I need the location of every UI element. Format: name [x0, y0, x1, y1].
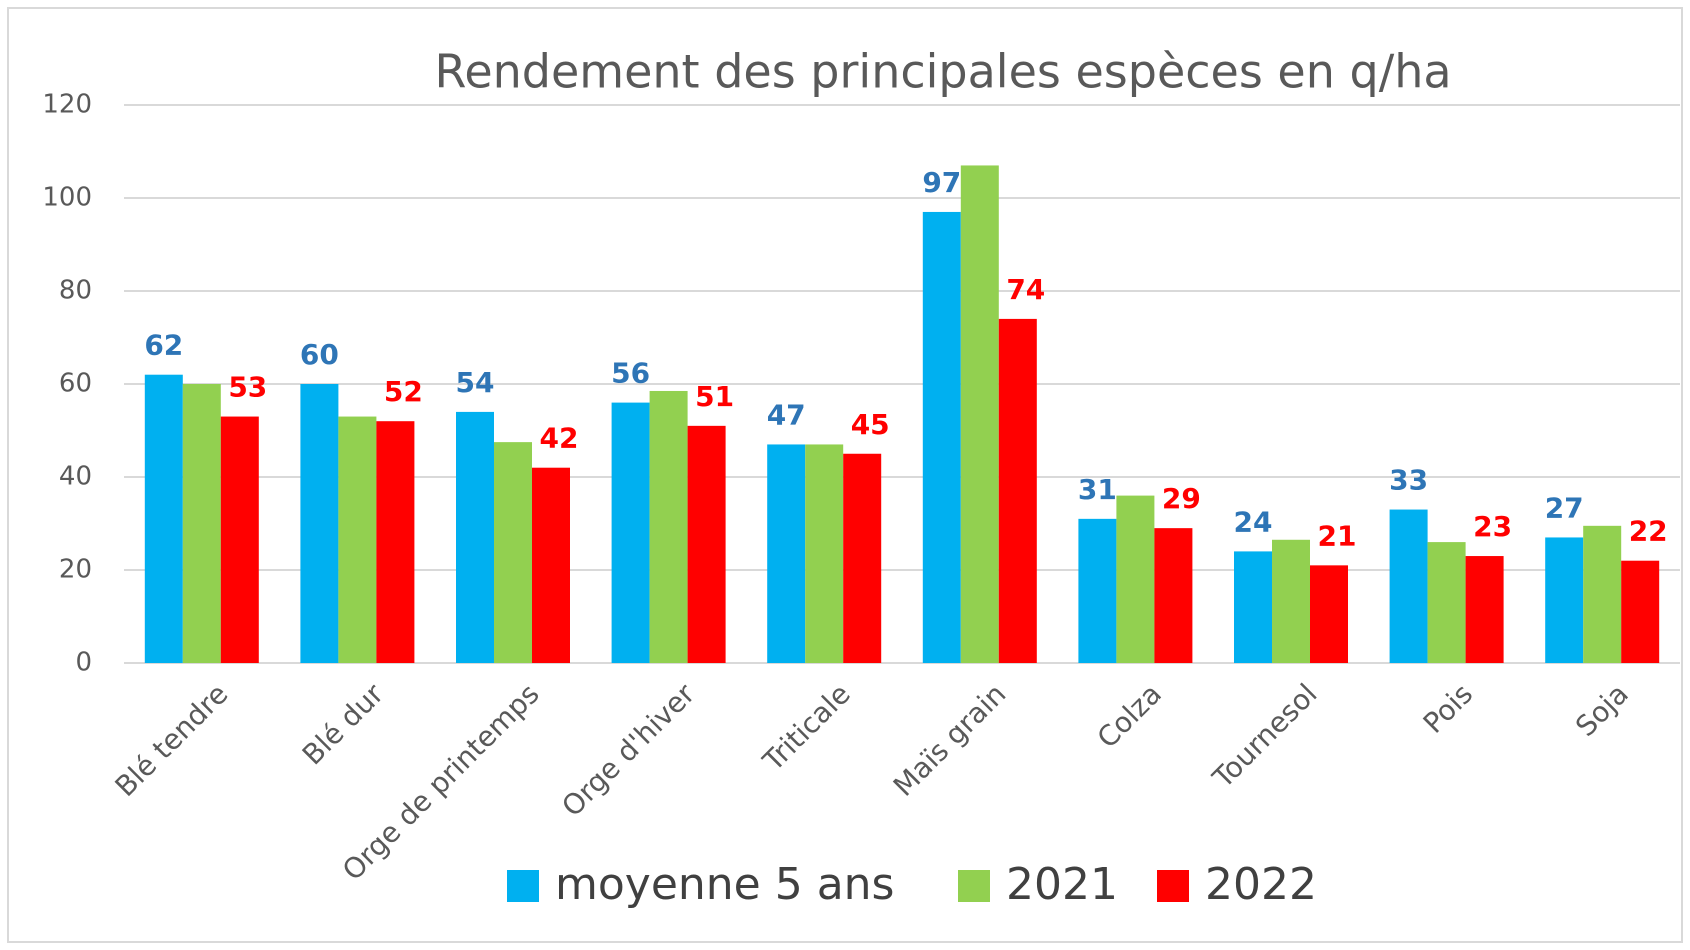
- data-label: 62: [144, 329, 183, 362]
- bar: [1310, 565, 1348, 663]
- chart-title: Rendement des principales espèces en q/h…: [434, 45, 1451, 99]
- bar: [611, 402, 650, 663]
- data-label: 52: [384, 375, 423, 408]
- legend-swatch: [507, 870, 539, 902]
- data-label: 27: [1545, 491, 1584, 524]
- bar: [1389, 509, 1428, 663]
- y-tick-label: 40: [59, 462, 92, 492]
- bar: [960, 165, 999, 663]
- bar: [805, 444, 844, 663]
- data-label: 45: [851, 408, 890, 441]
- data-label: 54: [456, 366, 495, 399]
- data-label: 24: [1234, 505, 1273, 538]
- data-label: 42: [540, 422, 579, 455]
- bar: [144, 374, 183, 663]
- data-label: 23: [1473, 510, 1512, 543]
- bar: [843, 453, 882, 663]
- bar: [1234, 551, 1272, 663]
- bar: [1465, 556, 1504, 663]
- bar: [300, 384, 339, 663]
- legend-label: 2022: [1205, 859, 1317, 910]
- data-label: 21: [1318, 519, 1357, 552]
- bar: [456, 411, 494, 663]
- bar: [1154, 528, 1193, 663]
- data-label: 33: [1389, 464, 1428, 497]
- y-tick-label: 80: [59, 276, 92, 306]
- bar: [376, 421, 415, 663]
- bar: [1427, 542, 1466, 663]
- bar: [1116, 495, 1155, 663]
- bar: [687, 425, 726, 663]
- data-label: 97: [922, 166, 961, 199]
- data-label: 74: [1006, 273, 1045, 306]
- bar: [998, 318, 1037, 663]
- y-tick-label: 60: [59, 369, 92, 399]
- bar: [649, 390, 688, 663]
- legend-label: 2021: [1006, 859, 1118, 910]
- bar: [1621, 560, 1660, 663]
- y-tick-label: 0: [75, 648, 92, 678]
- data-label: 31: [1078, 473, 1117, 506]
- y-tick-label: 20: [59, 555, 92, 585]
- y-tick-label: 100: [42, 183, 92, 213]
- data-label: 56: [611, 357, 650, 390]
- bar: [494, 442, 532, 663]
- bar: [182, 384, 221, 663]
- data-label: 22: [1629, 515, 1668, 548]
- data-label: 51: [695, 380, 734, 413]
- legend-swatch: [1157, 870, 1189, 902]
- bar: [220, 416, 259, 663]
- y-tick-label: 120: [42, 90, 92, 120]
- bar: [1272, 539, 1310, 663]
- data-label: 29: [1162, 482, 1201, 515]
- bar: [1078, 518, 1117, 663]
- legend-label: moyenne 5 ans: [555, 859, 894, 910]
- bar: [1583, 525, 1622, 663]
- legend-swatch: [958, 870, 990, 902]
- data-label: 47: [767, 398, 806, 431]
- bar: [532, 467, 570, 663]
- bar: [338, 416, 377, 663]
- data-label: 53: [228, 371, 267, 404]
- bar: [1545, 537, 1584, 663]
- data-label: 60: [300, 338, 339, 371]
- bar: [767, 444, 806, 663]
- bar: [922, 211, 961, 663]
